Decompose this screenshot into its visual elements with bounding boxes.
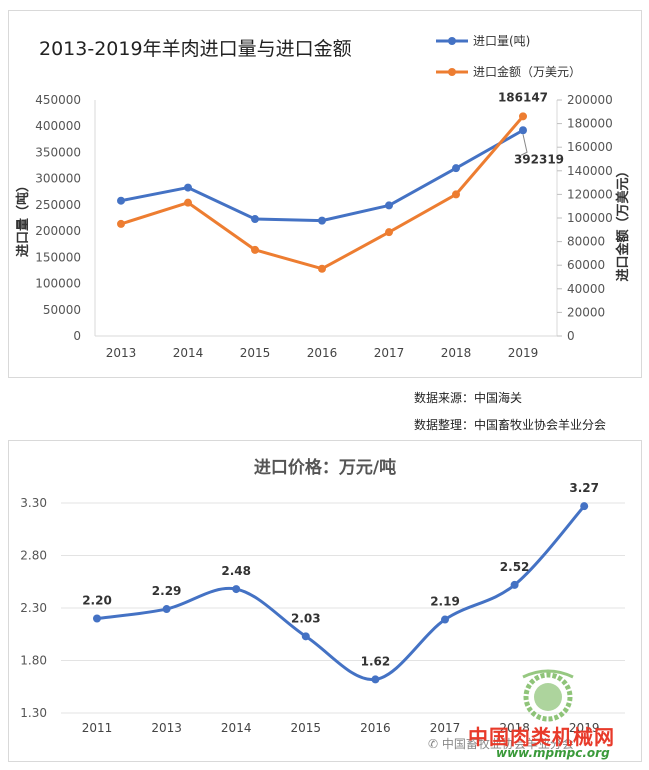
price-point: [371, 675, 380, 684]
series-line-0: [120, 128, 524, 223]
watermark-brand: 中国肉类机械网: [468, 725, 615, 749]
x-tick-label: 2014: [221, 721, 252, 735]
annotation-volume-2019: 392319: [514, 152, 564, 166]
series-1-point: [117, 219, 125, 228]
left-tick-label: 250000: [35, 198, 81, 212]
chart2-svg: 进口价格：万元/吨 1.30 1.80 2.30 2.80 3.30 2011 2013 201…: [20, 457, 625, 735]
x-tick-label: 2017: [430, 721, 461, 735]
series-0-point: [385, 201, 393, 210]
price-data-label: 2.20: [82, 594, 112, 608]
price-data-label: 2.03: [291, 611, 321, 625]
price-data-label: 2.48: [221, 564, 251, 578]
right-tick-label: 180000: [567, 117, 613, 131]
watermark-wechat: ✆ 中国畜牧业协会羊业分会: [428, 735, 574, 752]
x-tick-label: 2015: [240, 346, 271, 360]
left-tick-label: 450000: [35, 93, 81, 107]
left-tick-label: 0: [73, 329, 81, 343]
legend-marker-1: [448, 68, 456, 76]
y-tick-label: 1.30: [20, 706, 47, 720]
series-0-point: [251, 215, 259, 224]
x-tick-label: 2018: [441, 346, 472, 360]
watermark-logo-icon: [522, 669, 574, 722]
chart1-title: 2013-2019年羊肉进口量与进口金额: [39, 38, 352, 60]
legend-label-1: 进口金额（万美元）: [473, 64, 581, 79]
x-tick-label: 2011: [82, 721, 113, 735]
x-tick-label: 2019: [569, 721, 600, 735]
series-0-point: [452, 164, 460, 173]
watermark-wechat-text: 中国畜牧业协会羊业分会: [441, 737, 574, 751]
left-tick-label: 300000: [35, 172, 81, 186]
left-tick-label: 50000: [43, 303, 81, 317]
x-tick-label: 2016: [360, 721, 391, 735]
price-point: [162, 605, 171, 614]
price-point: [441, 615, 449, 624]
import-volume-value-chart: 2013-2019年羊肉进口量与进口金额 进口量(吨) 进口金额（万美元） 0 5000…: [8, 10, 642, 378]
right-tick-label: 100000: [567, 211, 613, 225]
wechat-icon: ✆: [428, 737, 442, 751]
price-point: [93, 614, 101, 623]
right-tick-label: 160000: [567, 140, 613, 154]
import-price-chart: 进口价格：万元/吨 1.30 1.80 2.30 2.80 3.30 2011 2013 201…: [8, 440, 642, 762]
legend-label-0: 进口量(吨): [473, 34, 530, 48]
left-tick-label: 200000: [35, 224, 81, 238]
x-tick-label: 2015: [291, 721, 322, 735]
x-tick-label: 2014: [173, 346, 204, 360]
x-tick-label: 2019: [508, 346, 539, 360]
price-point: [232, 585, 241, 594]
series-1-point: [452, 190, 460, 199]
annotation-leader-line: [520, 134, 528, 156]
price-data-label: 2.19: [430, 595, 460, 609]
right-tick-label: 0: [567, 329, 575, 343]
series-line-1: [120, 115, 525, 271]
annotation-value-2019: 186147: [498, 90, 548, 104]
series-0-point: [519, 126, 527, 135]
data-source-note: 数据来源：中国海关: [414, 391, 523, 405]
right-tick-label: 40000: [567, 282, 605, 296]
left-tick-label: 150000: [35, 250, 81, 264]
right-tick-label: 140000: [567, 164, 613, 178]
y-tick-label: 2.80: [20, 549, 47, 563]
price-point: [301, 632, 310, 641]
x-tick-label: 2017: [374, 346, 405, 360]
chart2-title: 进口价格：万元/吨: [254, 457, 396, 478]
series-1-point: [184, 198, 192, 207]
price-point: [510, 580, 519, 589]
series-0-point: [318, 216, 326, 225]
y-tick-label: 1.80: [20, 654, 47, 668]
price-data-label: 2.52: [500, 560, 530, 574]
series-1-point: [251, 245, 259, 254]
series-1-point: [318, 264, 326, 273]
right-axis-title: 进口金额（万美元）: [615, 164, 631, 281]
watermark-url: www.mpmpc.org: [496, 746, 610, 760]
left-axis-title: 进口量（吨）: [15, 179, 31, 257]
series-0-point: [184, 183, 192, 192]
x-tick-label: 2013: [106, 346, 137, 360]
x-tick-label: 2013: [151, 721, 182, 735]
legend-marker-0: [448, 37, 456, 45]
x-tick-label: 2018: [499, 721, 530, 735]
series-1-point: [385, 228, 393, 237]
price-data-label: 1.62: [361, 654, 391, 668]
data-compiler-note: 数据整理：中国畜牧业协会羊业分会: [414, 418, 607, 432]
left-tick-label: 100000: [35, 277, 81, 291]
right-tick-label: 20000: [567, 305, 605, 319]
price-data-label: 3.27: [569, 481, 599, 495]
y-tick-label: 2.30: [20, 601, 47, 615]
series-0-point: [117, 196, 125, 205]
left-tick-label: 400000: [35, 119, 81, 133]
chart1-svg: 2013-2019年羊肉进口量与进口金额 进口量(吨) 进口金额（万美元） 0 5000…: [15, 34, 631, 360]
price-data-label: 2.29: [152, 584, 182, 598]
price-point: [580, 502, 589, 511]
left-tick-label: 350000: [35, 145, 81, 159]
y-tick-label: 3.30: [20, 496, 47, 510]
right-tick-label: 200000: [567, 93, 613, 107]
series-1-point: [519, 112, 527, 121]
x-tick-label: 2016: [307, 346, 338, 360]
right-tick-label: 80000: [567, 235, 605, 249]
right-tick-label: 120000: [567, 187, 613, 201]
right-tick-label: 60000: [567, 258, 605, 272]
